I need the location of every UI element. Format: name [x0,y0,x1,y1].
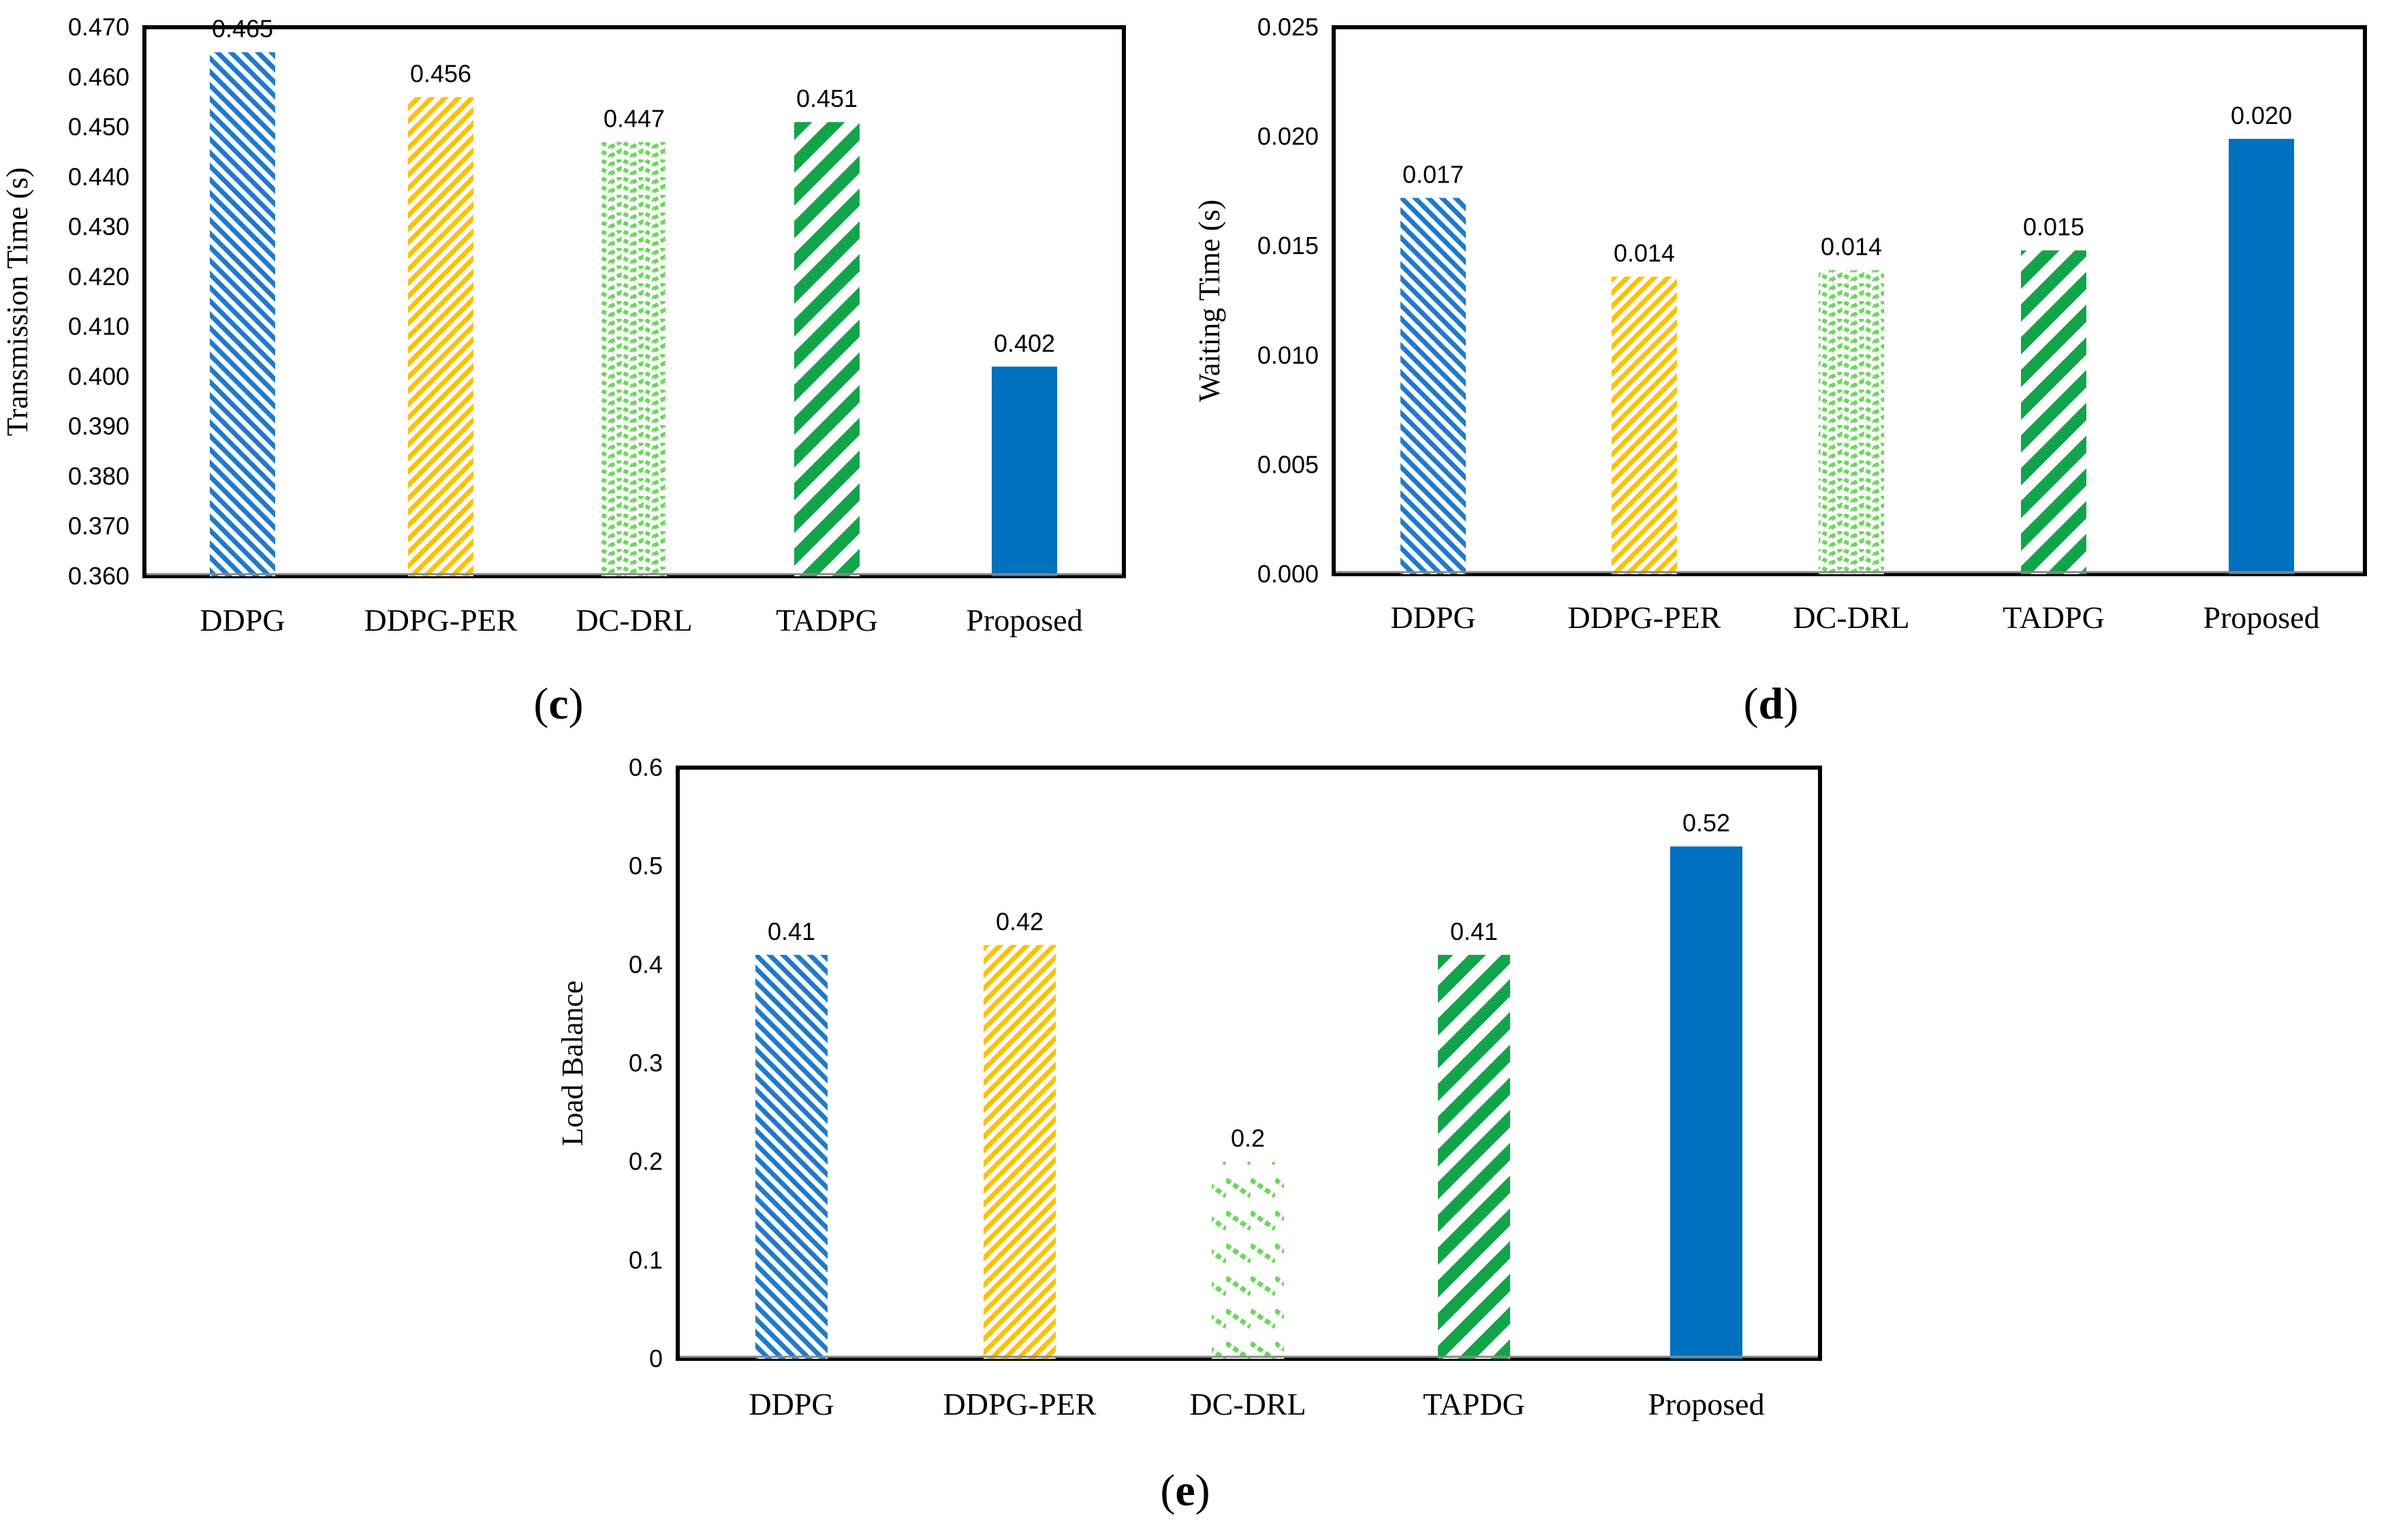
data-label: 0.52 [1682,809,1730,837]
bar-proposed [1670,846,1742,1359]
y-tick-label: 0.450 [68,113,129,141]
data-label: 0.41 [1450,917,1498,945]
bar-tadpg [794,122,860,576]
bar-ddpg [755,954,828,1359]
bar-proposed [2229,138,2294,574]
y-axis-label: Waiting Time (s) [1193,200,1226,402]
data-label: 0.41 [768,917,815,945]
caption-open-paren: ( [1744,679,1759,729]
y-axis-label: Transmission Time (s) [1,168,34,437]
x-category-label: DDPG [749,1387,834,1421]
y-tick-label: 0.005 [1257,450,1319,478]
data-label: 0.014 [1821,233,1882,261]
x-category-label: Proposed [2203,600,2319,635]
y-tick-label: 0.6 [629,753,663,781]
data-label: 0.020 [2231,101,2292,129]
y-tick-label: 0.015 [1257,232,1319,260]
y-tick-label: 0.4 [629,950,663,978]
bar-ddpg-per [408,97,473,577]
x-category-label: TAPDG [1423,1387,1525,1421]
y-tick-label: 0.020 [1257,123,1319,151]
y-tick-label: 0.3 [629,1049,663,1077]
x-category-label: DDPG-PER [943,1387,1097,1421]
data-label: 0.456 [410,60,471,88]
caption-close-paren: ) [1783,679,1798,729]
y-tick-label: 0.420 [68,262,129,290]
data-label: 0.014 [1614,239,1675,267]
data-label: 0.42 [996,907,1044,935]
x-category-label: Proposed [966,603,1082,638]
x-category-label: DC-DRL [1189,1387,1306,1421]
y-tick-label: 0.460 [68,63,129,91]
y-tick-label: 0.010 [1257,341,1319,369]
y-tick-label: 0.380 [68,462,129,490]
data-label: 0.017 [1402,161,1464,189]
data-label: 0.465 [212,15,273,43]
y-tick-label: 0.400 [68,362,129,390]
y-tick-label: 0.470 [68,13,129,41]
caption-open-paren: ( [533,679,548,729]
x-category-label: TADPG [776,603,878,638]
data-label: 0.2 [1231,1125,1265,1152]
bar-dc-drl [1819,270,1884,574]
y-tick-label: 0.000 [1257,560,1319,588]
data-label: 0.402 [994,329,1055,357]
y-tick-label: 0.1 [629,1246,663,1274]
caption-open-paren: ( [1160,1466,1175,1515]
caption-close-paren: ) [569,679,584,729]
x-category-label: DDPG [200,603,285,638]
bar-ddpg-per [1612,277,1677,574]
bar-dc-drl [1212,1161,1284,1359]
bar-ddpg-per [984,945,1056,1359]
chart-panel-c: 0.360 0.370 0.380 0.390 0.400 0.410 0.420 0.430… [1,13,1126,729]
bar-proposed [992,366,1057,576]
bar-tapdg [1438,954,1510,1359]
bar-ddpg [1400,198,1466,574]
chart-panel-d: 0.000 0.005 0.010 0.015 0.020 0.025 Waiting Ti… [1193,13,2367,729]
x-category-label: DC-DRL [1793,600,1909,635]
x-category-label: DC-DRL [576,603,692,638]
x-category-label: DDPG-PER [1568,600,1721,635]
caption-letter: e [1175,1466,1195,1515]
chart-panel-e: 0 0.1 0.2 0.3 0.4 0.5 0.6 Load Balance 0.41 DDPG 0… [556,753,1822,1515]
y-tick-label: 0.410 [68,313,129,341]
y-tick-label: 0.5 [629,852,663,880]
x-category-label: DDPG-PER [364,603,518,638]
y-tick-label: 0.390 [68,412,129,440]
caption-close-paren: ) [1195,1466,1210,1515]
y-tick-label: 0.430 [68,213,129,240]
caption-letter: c [548,679,568,729]
y-axis-label: Load Balance [556,980,589,1146]
y-tick-label: 0.440 [68,163,129,191]
panel-caption: (c) [533,679,583,729]
data-label: 0.447 [603,105,665,133]
y-tick-label: 0.360 [68,562,129,590]
bar-tadpg [2021,250,2086,574]
x-category-label: DDPG [1390,600,1475,635]
bar-dc-drl [601,142,667,576]
x-category-label: TADPG [2003,600,2105,635]
y-tick-label: 0 [649,1345,663,1372]
panel-caption: (e) [1160,1466,1210,1515]
data-label: 0.451 [796,84,858,112]
caption-letter: d [1759,679,1784,729]
data-label: 0.015 [2023,213,2084,241]
y-tick-label: 0.025 [1257,13,1319,41]
y-tick-label: 0.370 [68,512,129,540]
x-category-label: Proposed [1648,1387,1764,1421]
panel-caption: (d) [1744,679,1799,729]
bar-ddpg [210,52,275,577]
y-tick-label: 0.2 [629,1148,663,1176]
